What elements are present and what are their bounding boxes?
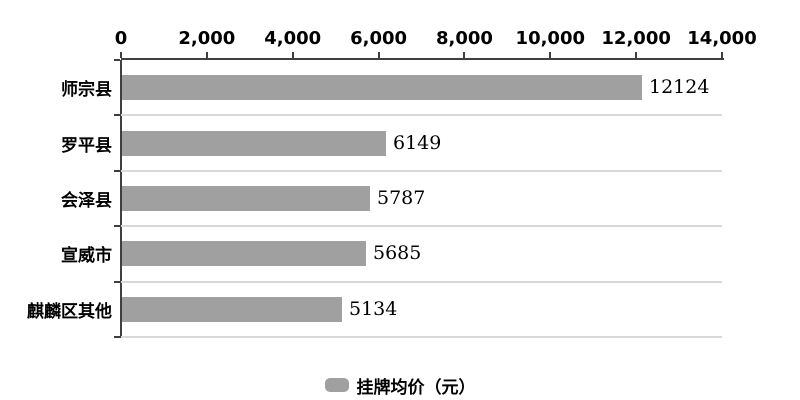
x-axis-line (121, 58, 724, 60)
x-axis-tick-label: 14,000 (687, 28, 757, 49)
legend-label: 挂牌均价（元） (356, 377, 476, 398)
bar-value-label: 6149 (393, 131, 442, 154)
row-gridline (121, 225, 722, 228)
x-axis-tick-label: 10,000 (515, 28, 586, 49)
bar (122, 241, 366, 267)
y-axis-tick-mark (114, 336, 120, 338)
legend: 挂牌均价（元） (0, 373, 800, 398)
bar (122, 186, 370, 211)
y-axis-tick-mark (114, 225, 120, 228)
y-axis-line (120, 60, 122, 338)
row-gridline (121, 114, 722, 117)
row-gridline (121, 280, 722, 283)
bar (122, 130, 386, 156)
y-axis-tick-mark (114, 280, 120, 283)
category-label: 麒麟区其他 (27, 301, 112, 322)
x-axis-tick-mark (721, 52, 723, 58)
x-axis-tick-mark (205, 52, 208, 58)
category-label: 师宗县 (61, 80, 112, 101)
x-axis-tick-label: 0 (114, 28, 128, 49)
x-axis-tick-label: 6,000 (350, 28, 408, 49)
x-axis-tick-mark (463, 52, 466, 58)
x-axis-tick-mark (291, 52, 294, 58)
bar-value-label: 5787 (377, 187, 426, 209)
x-axis-tick-mark (549, 52, 552, 58)
bar (122, 75, 642, 101)
x-axis-tick-label: 4,000 (264, 28, 322, 49)
bar-value-label: 5134 (349, 297, 398, 320)
y-axis-tick-mark (114, 59, 120, 61)
x-axis-tick-label: 2,000 (178, 28, 236, 49)
bar-value-label: 12124 (649, 76, 710, 99)
category-label: 会泽县 (61, 190, 112, 211)
x-axis-tick-label: 12,000 (601, 28, 671, 49)
legend-swatch-icon (324, 378, 349, 392)
x-axis-tick-label: 8,000 (435, 28, 493, 49)
row-gridline (121, 169, 722, 172)
y-axis-tick-mark (114, 114, 120, 117)
bar (122, 296, 342, 322)
row-gridline (121, 336, 722, 338)
x-axis-tick-mark (377, 52, 380, 58)
category-label: 罗平县 (61, 135, 112, 156)
bar-value-label: 5685 (373, 242, 422, 265)
x-axis-tick-mark (635, 52, 638, 58)
x-axis-tick-mark (120, 52, 122, 58)
category-label: 宣威市 (61, 246, 112, 267)
y-axis-tick-mark (114, 169, 120, 172)
